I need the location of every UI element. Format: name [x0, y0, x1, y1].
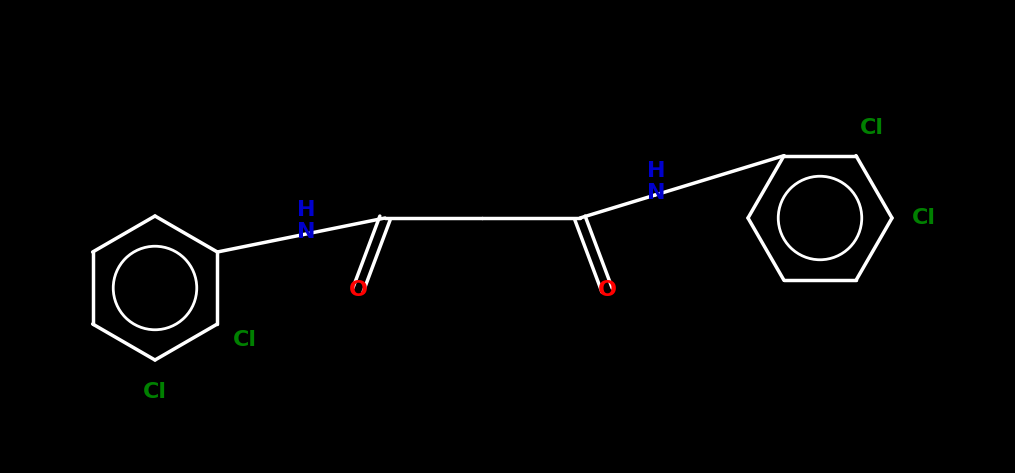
Text: O: O: [348, 280, 367, 300]
Text: Cl: Cl: [233, 330, 257, 350]
Text: O: O: [598, 280, 616, 300]
Text: N: N: [297, 221, 316, 242]
Text: N: N: [648, 183, 666, 203]
Text: H: H: [648, 161, 666, 181]
Text: Cl: Cl: [143, 382, 167, 402]
Text: H: H: [297, 200, 316, 219]
Text: Cl: Cl: [912, 208, 936, 228]
Text: Cl: Cl: [860, 118, 884, 138]
